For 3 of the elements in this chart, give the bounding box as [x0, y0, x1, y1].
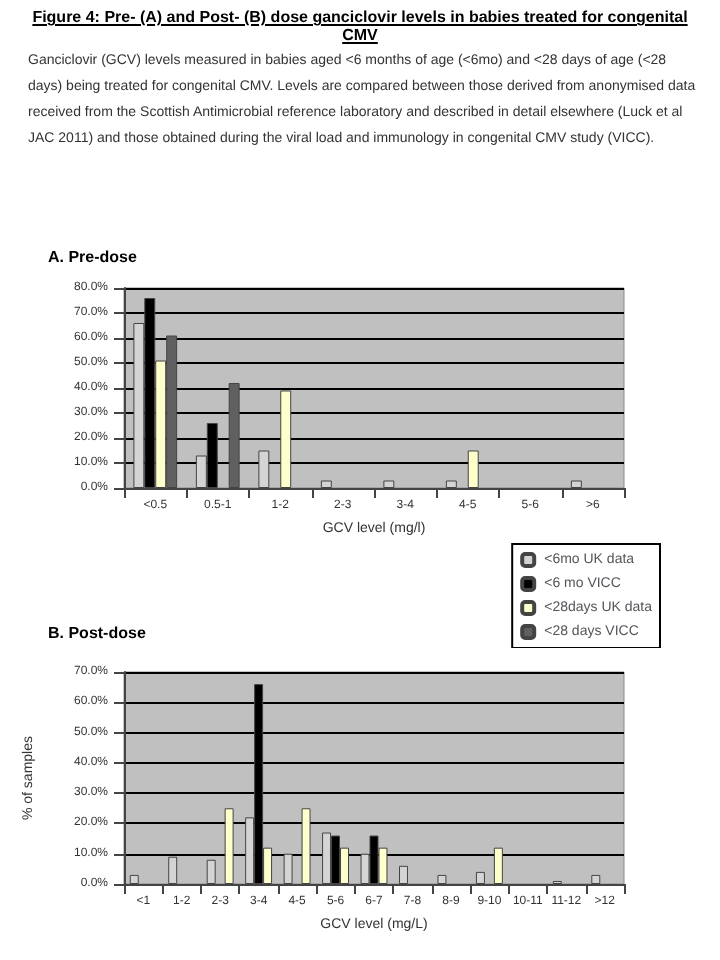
chart-title: A. Pre-dose — [48, 248, 137, 266]
caption: Figure 4: Pre- (A) and Post- (B) dose ganciclovir levels in babies treated for congenital CMV — [30, 8, 690, 44]
chart-title: B. Post-dose — [48, 624, 146, 642]
